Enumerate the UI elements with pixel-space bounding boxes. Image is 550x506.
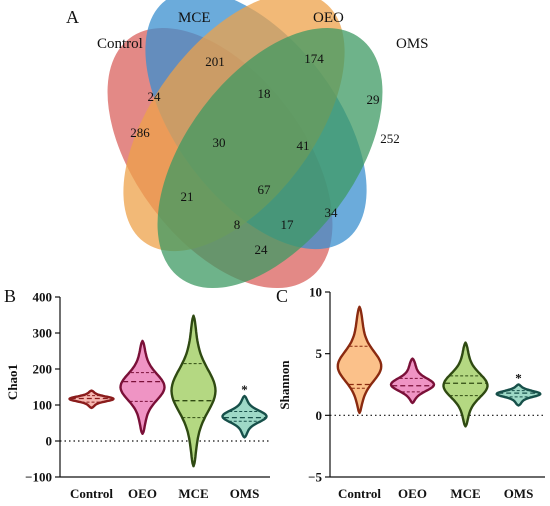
c-x-tick-label: MCE xyxy=(450,486,480,501)
panel-label-a: A xyxy=(66,7,79,27)
venn-region-count: 24 xyxy=(148,89,162,104)
venn-region-count: 24 xyxy=(255,242,269,257)
c-y-tick-label: 5 xyxy=(316,346,323,361)
b-violin-mce xyxy=(170,314,217,468)
chao1-violin-chart: Chao1 −100 0 100 200 300 400 * Control OEO MCE O… xyxy=(5,290,270,501)
venn-region-count: 67 xyxy=(258,182,272,197)
c-x-tick-label: Control xyxy=(338,486,381,501)
b-y-tick-label: 100 xyxy=(33,398,53,413)
venn-diagram: Control MCE OEO OMS 286 201 174 252 24 1… xyxy=(97,0,429,289)
b-x-tick-label: Control xyxy=(70,486,113,501)
c-y-tick-label: 0 xyxy=(316,408,323,423)
panel-label-c: C xyxy=(276,286,288,306)
venn-region-count: 17 xyxy=(281,217,295,232)
venn-region-count: 252 xyxy=(380,131,400,146)
venn-set-label-oeo: OEO xyxy=(313,10,344,26)
c-y-tick-label: 10 xyxy=(309,285,322,300)
chao1-y-axis-title: Chao1 xyxy=(5,364,20,400)
b-x-tick-label: OMS xyxy=(230,486,260,501)
b-y-tick-label: −100 xyxy=(25,470,52,485)
shannon-violin-chart: Shannon −5 0 5 10 * Control OEO MCE OMS xyxy=(277,285,545,501)
venn-region-count: 41 xyxy=(297,138,310,153)
venn-set-label-control: Control xyxy=(97,36,143,52)
b-y-tick-label: 300 xyxy=(33,326,53,341)
shannon-y-axis-title: Shannon xyxy=(277,360,292,410)
c-significance-marker: * xyxy=(515,371,522,386)
venn-region-count: 34 xyxy=(325,205,339,220)
c-violin-mce xyxy=(442,341,489,428)
c-x-tick-label: OEO xyxy=(398,486,427,501)
venn-region-count: 21 xyxy=(181,189,194,204)
b-y-tick-label: 0 xyxy=(46,434,53,449)
b-x-tick-label: OEO xyxy=(128,486,157,501)
c-violin-control xyxy=(336,305,383,415)
c-x-tick-label: OMS xyxy=(504,486,534,501)
b-violin-control xyxy=(68,389,115,410)
venn-set-label-oms: OMS xyxy=(396,36,429,52)
venn-region-count: 201 xyxy=(205,54,225,69)
b-significance-marker: * xyxy=(241,382,248,397)
c-y-tick-label: −5 xyxy=(308,470,322,485)
venn-ellipse-oms xyxy=(157,27,383,289)
b-violin-oms xyxy=(221,394,268,439)
venn-region-count: 30 xyxy=(213,135,226,150)
panel-label-b: B xyxy=(4,286,16,306)
b-violin-oeo xyxy=(119,339,166,435)
venn-region-count: 8 xyxy=(234,217,241,232)
b-x-tick-label: MCE xyxy=(178,486,208,501)
venn-set-label-mce: MCE xyxy=(178,10,211,26)
venn-region-count: 174 xyxy=(304,51,324,66)
venn-region-count: 286 xyxy=(130,125,150,140)
venn-region-count: 18 xyxy=(258,86,271,101)
venn-region-count: 29 xyxy=(367,92,380,107)
c-violin-oms xyxy=(495,383,542,407)
c-violin-oeo xyxy=(389,357,436,405)
b-y-tick-label: 200 xyxy=(33,362,53,377)
b-y-tick-label: 400 xyxy=(33,290,53,305)
